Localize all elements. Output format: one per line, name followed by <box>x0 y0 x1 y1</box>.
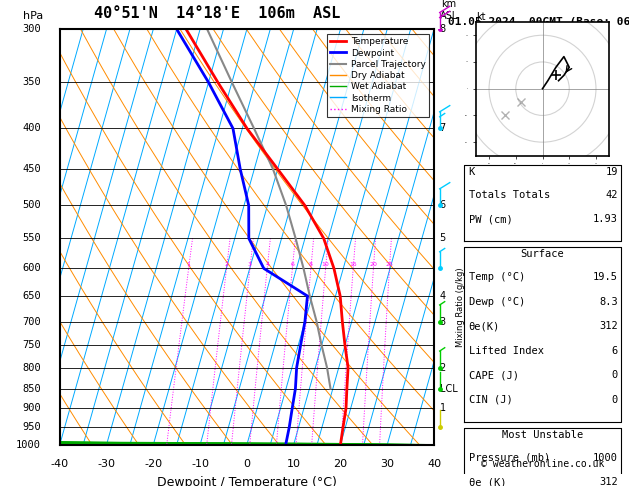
Text: 900: 900 <box>22 403 41 413</box>
Text: 4: 4 <box>265 262 269 267</box>
Text: 8.3: 8.3 <box>599 296 618 307</box>
Text: kt: kt <box>476 12 485 22</box>
Text: 400: 400 <box>22 123 41 134</box>
Text: 25: 25 <box>386 262 393 267</box>
Text: K: K <box>469 167 475 177</box>
Text: 8: 8 <box>309 262 313 267</box>
Text: 750: 750 <box>22 340 41 350</box>
Text: 10: 10 <box>287 459 301 469</box>
Text: 312: 312 <box>599 477 618 486</box>
Text: 700: 700 <box>22 316 41 327</box>
Text: 312: 312 <box>599 321 618 331</box>
Text: 7: 7 <box>440 123 446 134</box>
Text: 600: 600 <box>22 263 41 274</box>
Text: 3: 3 <box>248 262 252 267</box>
Text: 8: 8 <box>440 24 446 34</box>
Text: Mixing Ratio (g/kg): Mixing Ratio (g/kg) <box>455 268 465 347</box>
Text: Totals Totals: Totals Totals <box>469 190 550 200</box>
Text: -20: -20 <box>144 459 162 469</box>
Text: 42: 42 <box>605 190 618 200</box>
Text: 300: 300 <box>22 24 41 34</box>
Text: 5: 5 <box>440 233 446 243</box>
Text: 450: 450 <box>22 164 41 174</box>
Text: 0: 0 <box>243 459 250 469</box>
Text: 0: 0 <box>611 370 618 381</box>
Text: 1000: 1000 <box>16 440 41 450</box>
Text: PW (cm): PW (cm) <box>469 214 513 225</box>
Text: 30: 30 <box>380 459 394 469</box>
Text: Pressure (mb): Pressure (mb) <box>469 452 550 463</box>
Text: 01.05.2024  00GMT (Base: 06): 01.05.2024 00GMT (Base: 06) <box>448 17 629 27</box>
Text: 20: 20 <box>333 459 347 469</box>
Text: 650: 650 <box>22 291 41 301</box>
Text: 1000: 1000 <box>593 452 618 463</box>
Text: 40: 40 <box>427 459 441 469</box>
Text: 6: 6 <box>611 346 618 356</box>
Text: 550: 550 <box>22 233 41 243</box>
Text: 800: 800 <box>22 363 41 373</box>
Text: 850: 850 <box>22 383 41 394</box>
Text: -10: -10 <box>191 459 209 469</box>
Text: 6: 6 <box>440 200 446 210</box>
Text: 1: 1 <box>187 262 191 267</box>
Text: 3: 3 <box>440 316 446 327</box>
Text: -40: -40 <box>51 459 69 469</box>
Text: Lifted Index: Lifted Index <box>469 346 543 356</box>
Text: 350: 350 <box>22 77 41 87</box>
Text: CIN (J): CIN (J) <box>469 395 513 405</box>
Text: Temp (°C): Temp (°C) <box>469 272 525 282</box>
Text: 20: 20 <box>369 262 377 267</box>
Text: θe(K): θe(K) <box>469 321 500 331</box>
Text: 40°51'N  14°18'E  106m  ASL: 40°51'N 14°18'E 106m ASL <box>94 6 340 21</box>
Text: 19.5: 19.5 <box>593 272 618 282</box>
Text: -30: -30 <box>97 459 116 469</box>
Text: km
ASL: km ASL <box>440 0 458 21</box>
Text: Surface: Surface <box>521 249 564 259</box>
Text: CAPE (J): CAPE (J) <box>469 370 519 381</box>
Text: Most Unstable: Most Unstable <box>502 430 583 440</box>
Text: 6: 6 <box>291 262 294 267</box>
Text: θe (K): θe (K) <box>469 477 506 486</box>
Text: 500: 500 <box>22 200 41 210</box>
Text: 4: 4 <box>440 291 446 301</box>
Text: 1: 1 <box>440 403 446 413</box>
Text: 950: 950 <box>22 422 41 432</box>
Text: 10: 10 <box>322 262 330 267</box>
Legend: Temperature, Dewpoint, Parcel Trajectory, Dry Adiabat, Wet Adiabat, Isotherm, Mi: Temperature, Dewpoint, Parcel Trajectory… <box>326 34 430 118</box>
Text: Dewp (°C): Dewp (°C) <box>469 296 525 307</box>
Text: 0: 0 <box>611 395 618 405</box>
Text: 2: 2 <box>440 363 446 373</box>
Text: 2: 2 <box>225 262 228 267</box>
Text: 19: 19 <box>605 167 618 177</box>
Text: LCL: LCL <box>440 383 457 394</box>
Text: hPa: hPa <box>23 11 43 21</box>
Text: © weatheronline.co.uk: © weatheronline.co.uk <box>481 459 604 469</box>
Text: 1.93: 1.93 <box>593 214 618 225</box>
Text: Dewpoint / Temperature (°C): Dewpoint / Temperature (°C) <box>157 476 337 486</box>
Text: 15: 15 <box>349 262 357 267</box>
